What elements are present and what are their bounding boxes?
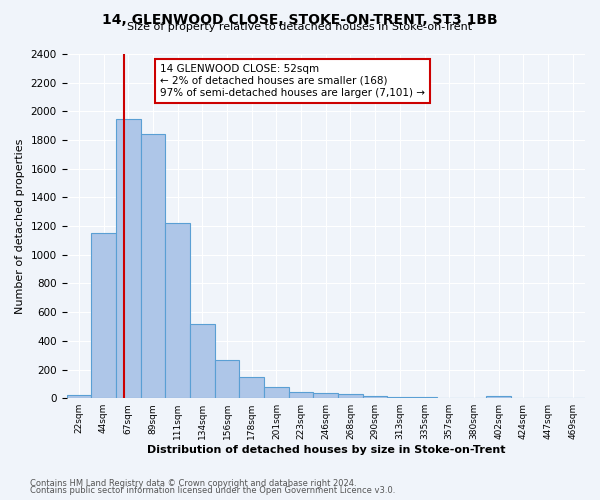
- Text: 14, GLENWOOD CLOSE, STOKE-ON-TRENT, ST3 1BB: 14, GLENWOOD CLOSE, STOKE-ON-TRENT, ST3 …: [102, 12, 498, 26]
- Bar: [67, 394, 91, 398]
- X-axis label: Distribution of detached houses by size in Stoke-on-Trent: Distribution of detached houses by size …: [146, 445, 505, 455]
- Bar: [388, 397, 412, 398]
- Bar: [289, 392, 313, 398]
- Bar: [486, 396, 511, 398]
- Bar: [91, 232, 116, 398]
- Text: Size of property relative to detached houses in Stoke-on-Trent: Size of property relative to detached ho…: [127, 22, 473, 32]
- Bar: [116, 118, 140, 398]
- Text: Contains public sector information licensed under the Open Government Licence v3: Contains public sector information licen…: [30, 486, 395, 495]
- Bar: [190, 324, 215, 398]
- Bar: [215, 360, 239, 398]
- Bar: [140, 134, 165, 398]
- Y-axis label: Number of detached properties: Number of detached properties: [15, 138, 25, 314]
- Bar: [313, 393, 338, 398]
- Text: 14 GLENWOOD CLOSE: 52sqm
← 2% of detached houses are smaller (168)
97% of semi-d: 14 GLENWOOD CLOSE: 52sqm ← 2% of detache…: [160, 64, 425, 98]
- Bar: [363, 396, 388, 398]
- Bar: [239, 377, 264, 398]
- Text: Contains HM Land Registry data © Crown copyright and database right 2024.: Contains HM Land Registry data © Crown c…: [30, 478, 356, 488]
- Bar: [165, 223, 190, 398]
- Bar: [338, 394, 363, 398]
- Bar: [264, 387, 289, 398]
